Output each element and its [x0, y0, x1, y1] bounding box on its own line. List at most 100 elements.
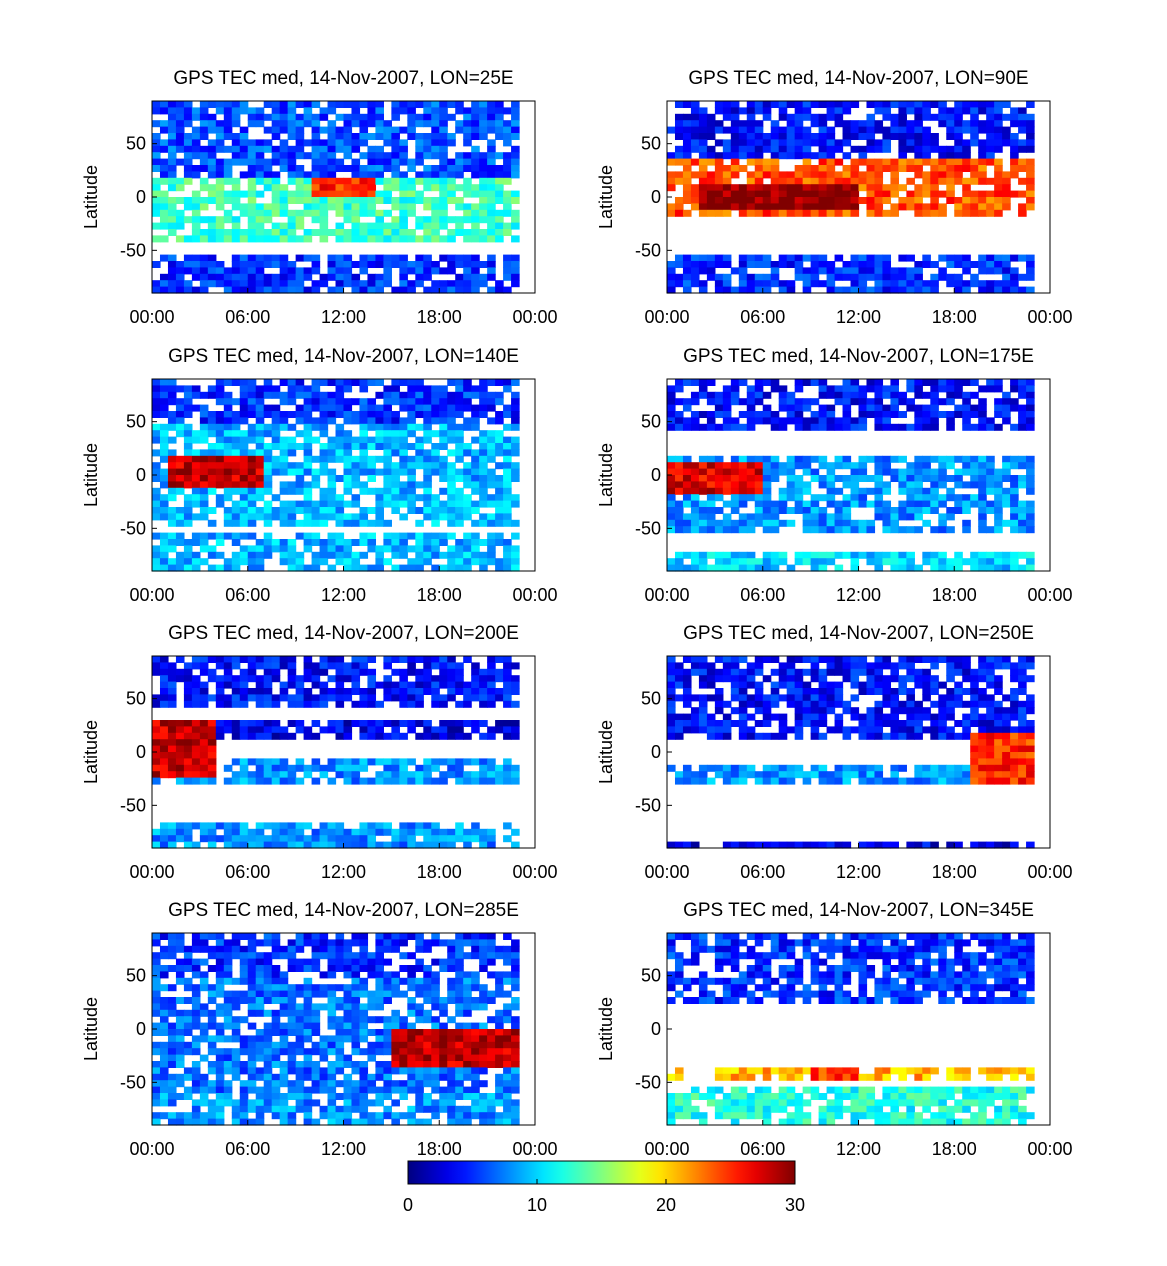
heatmap-cell [152, 404, 161, 412]
heatmap-cell [714, 455, 724, 463]
heatmap-cell [487, 165, 496, 172]
heatmap-cell [818, 462, 828, 470]
heatmap-cell [175, 507, 185, 514]
heatmap-cell [183, 732, 193, 740]
heatmap-cell [674, 713, 684, 721]
heatmap-cell [215, 216, 225, 224]
heatmap-cell [167, 254, 177, 262]
heatmap-cell [383, 222, 392, 230]
heatmap-cell [159, 551, 169, 559]
heatmap-cell [335, 771, 345, 779]
heatmap-cell [495, 222, 504, 230]
heatmap-cell [770, 177, 780, 185]
heatmap-cell [279, 551, 289, 559]
heatmap-cell [954, 455, 963, 463]
heatmap-cell [263, 203, 273, 211]
heatmap-cell [914, 126, 923, 134]
heatmap-cell [215, 681, 225, 689]
heatmap-cell [247, 436, 257, 444]
heatmap-cell [223, 481, 233, 489]
heatmap-cell [986, 286, 995, 294]
heatmap-cell [463, 158, 472, 166]
heatmap-cell [152, 656, 161, 663]
heatmap-cell [319, 835, 329, 843]
heatmap-cell [391, 443, 400, 450]
heatmap-cell [978, 107, 987, 115]
heatmap-cell [706, 481, 716, 489]
heatmap-cell [762, 564, 772, 572]
heatmap-cell [423, 475, 432, 482]
heatmap-cell [311, 190, 321, 198]
heatmap-cell [810, 494, 820, 502]
heatmap-cell [479, 235, 488, 243]
heatmap-cell [295, 835, 305, 843]
heatmap-cell [1026, 411, 1035, 418]
heatmap-cell [1010, 507, 1019, 514]
heatmap-cell [431, 126, 440, 134]
heatmap-cell [667, 468, 676, 476]
heatmap-cell [399, 398, 408, 406]
heatmap-cell [834, 120, 844, 128]
heatmap-cell [922, 158, 931, 166]
heatmap-cell [690, 462, 700, 470]
heatmap-cell [287, 777, 297, 785]
heatmap-cell [167, 752, 177, 759]
heatmap-cell [1018, 519, 1027, 527]
heatmap-cell [383, 158, 392, 166]
heatmap-cell [415, 254, 424, 262]
heatmap-cell [682, 209, 692, 217]
heatmap-cell [794, 675, 804, 683]
heatmap-cell [152, 449, 161, 457]
heatmap-cell [890, 391, 899, 399]
heatmap-cell [1002, 500, 1011, 508]
heatmap-cell [667, 177, 676, 185]
heatmap-cell [1002, 254, 1011, 262]
heatmap-cell [343, 197, 353, 204]
heatmap-cell [199, 120, 209, 128]
heatmap-cell [511, 688, 520, 695]
heatmap-cell [271, 662, 281, 670]
heatmap-cell [479, 481, 488, 489]
heatmap-cell [706, 398, 716, 406]
heatmap-cell [447, 519, 456, 527]
heatmap-cell [319, 487, 329, 495]
heatmap-cell [207, 443, 217, 450]
heatmap-cell [802, 379, 812, 386]
heatmap-cell [818, 455, 828, 463]
heatmap-cell [383, 681, 392, 689]
heatmap-cell [667, 423, 676, 431]
heatmap-cell [439, 152, 448, 160]
heatmap-cell [667, 681, 676, 689]
heatmap-cell [962, 254, 971, 262]
heatmap-cell [786, 152, 796, 160]
heatmap-cell [994, 120, 1003, 128]
heatmap-cell [986, 280, 995, 288]
heatmap-cell [810, 197, 820, 204]
heatmap-cell [175, 133, 185, 140]
heatmap-cell [191, 822, 201, 830]
heatmap-cell [1026, 526, 1035, 534]
heatmap-cell [407, 229, 416, 236]
heatmap-cell [770, 190, 780, 198]
heatmap-cell [986, 197, 995, 204]
heatmap-cell [175, 532, 185, 540]
heatmap-cell [407, 190, 416, 198]
heatmap-cell [167, 139, 177, 147]
heatmap-cell [319, 280, 329, 288]
heatmap-cell [335, 513, 345, 521]
heatmap-cell [183, 267, 193, 275]
heatmap-cell [279, 379, 289, 386]
heatmap-cell [938, 101, 947, 108]
heatmap-cell [674, 519, 684, 527]
heatmap-cell [447, 681, 456, 689]
heatmap-cell [463, 152, 472, 160]
heatmap-cell [922, 209, 931, 217]
heatmap-cell [263, 513, 273, 521]
heatmap-cell [874, 184, 884, 192]
heatmap-cell [826, 481, 836, 489]
heatmap-cell [447, 558, 456, 566]
heatmap-cell [263, 216, 273, 224]
heatmap-cell [415, 145, 424, 153]
heatmap-cell [399, 280, 408, 288]
heatmap-cell [319, 158, 329, 166]
